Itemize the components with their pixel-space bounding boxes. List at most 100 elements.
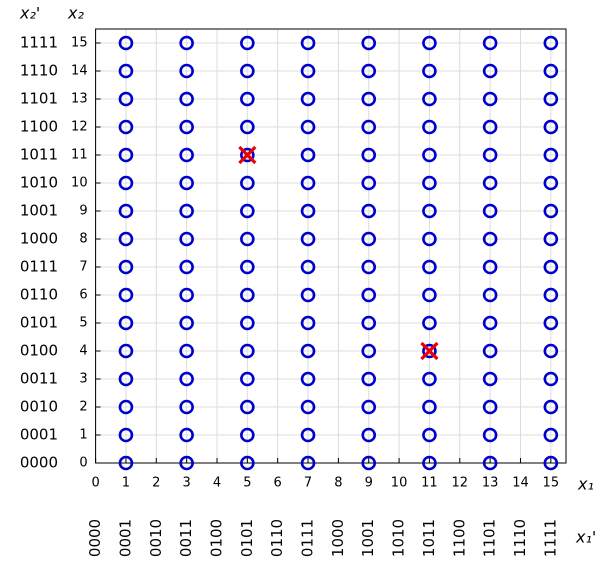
point xyxy=(543,343,559,359)
x2-tick-label: 1101 xyxy=(481,519,499,557)
x2-axis-label: x₁' xyxy=(575,528,596,547)
point xyxy=(240,343,255,359)
point xyxy=(300,35,316,51)
y-tick-label: 5 xyxy=(79,316,87,331)
point xyxy=(240,35,255,51)
point xyxy=(543,315,559,331)
point xyxy=(422,455,437,471)
plot-frame xyxy=(95,28,567,464)
point xyxy=(300,371,316,387)
point xyxy=(118,35,134,51)
point xyxy=(361,63,377,79)
y2-tick-label: 0001 xyxy=(20,426,58,444)
y2-tick-label: 1000 xyxy=(20,230,58,248)
point xyxy=(240,259,255,275)
y-tick-label: 0 xyxy=(79,456,87,471)
point xyxy=(118,203,134,219)
x-tick-label: 8 xyxy=(334,476,342,491)
point xyxy=(179,35,194,51)
point xyxy=(482,287,498,303)
point xyxy=(300,175,316,191)
x-tick-label: 2 xyxy=(152,476,160,491)
y-tick-label: 2 xyxy=(79,400,87,415)
x2-tick-label: 0011 xyxy=(177,519,195,557)
y-tick-label: 13 xyxy=(71,92,88,107)
point xyxy=(300,91,316,107)
point xyxy=(240,91,255,107)
x-tick-label: 10 xyxy=(391,476,408,491)
point xyxy=(240,315,255,331)
y-axis-label: x₂ xyxy=(67,4,84,23)
point xyxy=(179,231,194,247)
x2-tick-label: 0110 xyxy=(268,519,286,557)
point xyxy=(118,63,134,79)
y2-axis-label: x₂' xyxy=(19,4,40,23)
point xyxy=(361,315,377,331)
point xyxy=(179,175,194,191)
y2-tick-label: 0101 xyxy=(20,314,58,332)
y2-tick-label: 0100 xyxy=(20,342,58,360)
point xyxy=(482,63,498,79)
y-tick-label: 12 xyxy=(71,120,88,135)
point xyxy=(543,63,559,79)
y-tick-label: 1 xyxy=(79,428,87,443)
point xyxy=(482,175,498,191)
point xyxy=(300,315,316,331)
point xyxy=(240,119,255,135)
cross xyxy=(420,341,439,361)
point xyxy=(422,175,437,191)
point xyxy=(422,399,437,415)
point xyxy=(482,35,498,51)
x-tick-label: 7 xyxy=(304,476,312,491)
point xyxy=(482,259,498,275)
point xyxy=(422,147,437,163)
point xyxy=(482,231,498,247)
point xyxy=(482,427,498,443)
y2-tick-label: 1010 xyxy=(20,174,58,192)
x-tick-label: 12 xyxy=(452,476,469,491)
point xyxy=(543,427,559,443)
x2-tick-label: 1111 xyxy=(541,519,559,557)
point xyxy=(300,63,316,79)
point xyxy=(482,399,498,415)
point xyxy=(300,203,316,219)
point xyxy=(361,119,377,135)
point xyxy=(118,147,134,163)
y2-tick-label: 1100 xyxy=(20,118,58,136)
point xyxy=(361,343,377,359)
x-tick-label: 14 xyxy=(512,476,529,491)
point xyxy=(422,91,437,107)
x-tick-label: 0 xyxy=(91,476,99,491)
y-tick-label: 8 xyxy=(79,232,87,247)
point xyxy=(179,455,194,471)
x-tick-label: 15 xyxy=(543,476,560,491)
y-tick-label: 4 xyxy=(79,344,87,359)
point xyxy=(361,231,377,247)
point xyxy=(300,287,316,303)
x-tick-label: 11 xyxy=(421,476,438,491)
point xyxy=(300,259,316,275)
point xyxy=(300,119,316,135)
point xyxy=(543,203,559,219)
point xyxy=(240,371,255,387)
point xyxy=(482,455,498,471)
point xyxy=(300,343,316,359)
point xyxy=(240,63,255,79)
x2-tick-label: 0111 xyxy=(299,519,317,557)
point xyxy=(118,399,134,415)
point xyxy=(543,231,559,247)
x2-tick-label: 0101 xyxy=(238,519,256,557)
point xyxy=(240,231,255,247)
point xyxy=(361,427,377,443)
point xyxy=(179,315,194,331)
point xyxy=(543,399,559,415)
x-tick-label: 6 xyxy=(274,476,282,491)
point xyxy=(422,371,437,387)
point xyxy=(543,147,559,163)
x-tick-label: 4 xyxy=(213,476,221,491)
point xyxy=(300,427,316,443)
point xyxy=(361,399,377,415)
point xyxy=(361,259,377,275)
x2-tick-label: 0100 xyxy=(207,519,225,557)
point xyxy=(422,63,437,79)
